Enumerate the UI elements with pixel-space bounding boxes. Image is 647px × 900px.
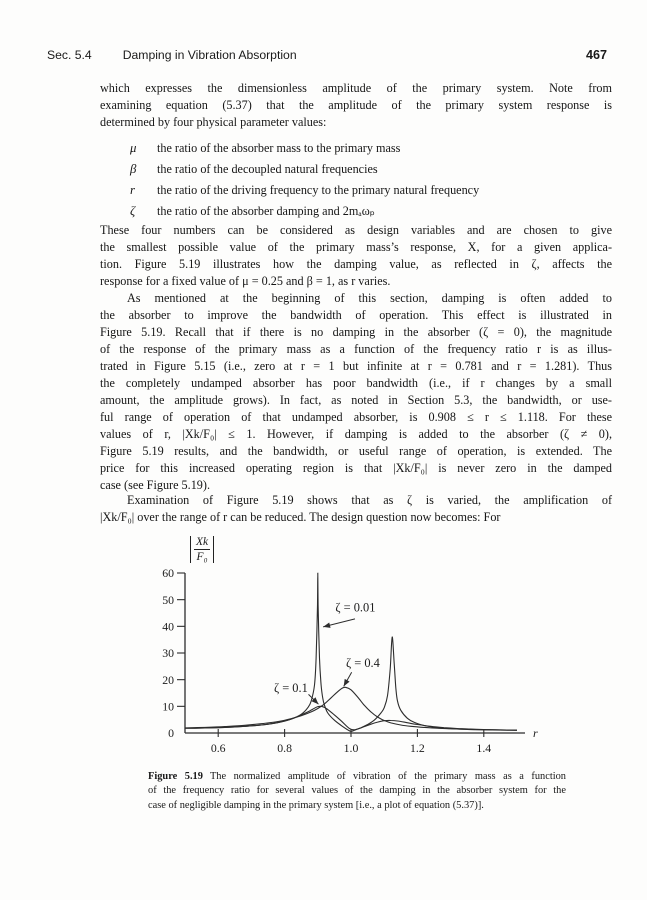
- text-line: Figure 5.19 results, and the bandwidth, …: [100, 444, 612, 458]
- x-axis-label: r: [533, 726, 538, 740]
- parameter-list: μ the ratio of the absorber mass to the p…: [130, 138, 612, 222]
- text-line: ful range of operation of that undamped …: [100, 410, 612, 424]
- param-text: the ratio of the driving frequency to th…: [157, 183, 480, 197]
- page-number: 467: [585, 48, 607, 62]
- list-item: μ the ratio of the absorber mass to the p…: [130, 138, 612, 159]
- caption-line: of the frequency ratio for several value…: [148, 785, 566, 797]
- figure-caption: Figure 5.19 The normalized amplitude of v…: [148, 770, 566, 813]
- text-line: tion. Figure 5.19 illustrates how the da…: [100, 257, 612, 271]
- list-item: ζ the ratio of the absorber damping and 2…: [130, 201, 612, 222]
- caption-label: Figure 5.19: [148, 771, 203, 782]
- y-tick-label: 40: [162, 620, 174, 634]
- annotation-arrowhead: [343, 678, 350, 687]
- param-text: the ratio of the absorber mass to the pr…: [157, 141, 401, 155]
- text-line: These four numbers can be considered as …: [100, 223, 612, 237]
- curve-zeta-0.01: [184, 572, 518, 732]
- param-symbol: β: [130, 162, 137, 176]
- text-line: values of r, |Xk/F₀| ≤ 1. However, if da…: [100, 427, 612, 441]
- paragraph-4: Examination of Figure 5.19 shows that as…: [100, 492, 612, 526]
- fraction: Xk F₀: [194, 536, 211, 563]
- caption-line: case of negligible damping in the primar…: [148, 799, 484, 811]
- text-line: which expresses the dimensionless amplit…: [100, 81, 612, 95]
- param-text: the ratio of the absorber damping and 2m…: [157, 204, 375, 218]
- section-number: Sec. 5.4: [47, 48, 92, 62]
- text-line: |Xk/F₀| over the range of r can be reduc…: [100, 510, 501, 524]
- annotation-arrowhead: [311, 697, 319, 705]
- text-line: the absorber to improve the bandwidth of…: [100, 308, 612, 322]
- text-line: determined by four physical parameter va…: [100, 115, 327, 129]
- x-tick-label: 1.0: [344, 741, 359, 755]
- list-item: β the ratio of the decoupled natural freq…: [130, 159, 612, 180]
- text-line: response for a fixed value of μ = 0.25 a…: [100, 274, 391, 288]
- text-line: case (see Figure 5.19).: [100, 478, 210, 492]
- running-header: Sec. 5.4 Damping in Vibration Absorption …: [47, 48, 607, 62]
- section-title: Damping in Vibration Absorption: [122, 48, 297, 62]
- text-line: the smallest possible value of the prima…: [100, 240, 612, 254]
- figure-5-19: 0 10 20 30 40 50 60 0.6 0.8 1.0 1.2 1.4 r ζ = 0.01 ζ =…: [140, 535, 580, 770]
- x-tick-label: 1.4: [476, 741, 491, 755]
- param-symbol: ζ: [130, 204, 136, 218]
- x-tick-label: 1.2: [410, 741, 425, 755]
- x-tick-label: 0.6: [211, 741, 226, 755]
- text-line: examining equation (5.37) that the ampli…: [100, 98, 612, 112]
- paragraph-3: As mentioned at the beginning of this se…: [100, 290, 612, 494]
- text-line: Figure 5.19. Recall that if there is no …: [100, 325, 612, 339]
- y-tick-label: 30: [162, 646, 174, 660]
- param-text: the ratio of the decoupled natural frequ…: [157, 162, 378, 176]
- annotation-arrowhead: [323, 622, 331, 628]
- curve-zeta-0.1: [184, 705, 518, 731]
- abs-bar: [213, 536, 215, 563]
- caption-line: Figure 5.19 The normalized amplitude of v…: [148, 770, 566, 784]
- curve-zeta-0.4: [184, 686, 518, 731]
- text-line: trated in Figure 5.15 (i.e., zero at r =…: [100, 359, 612, 373]
- text-line: price for this increased operating regio…: [100, 461, 612, 475]
- param-symbol: μ: [130, 141, 137, 155]
- param-symbol: r: [130, 183, 135, 197]
- curve-annotation: ζ = 0.01: [335, 601, 375, 615]
- abs-bar: [190, 536, 191, 563]
- y-tick-label: 20: [162, 673, 174, 687]
- y-axis-label: Xk F₀: [190, 536, 215, 563]
- paragraph-1: which expresses the dimensionless amplit…: [100, 80, 612, 131]
- text-line: the completely undamped absorber has poo…: [100, 376, 612, 390]
- text-line: of the response of the primary mass as a…: [100, 342, 612, 356]
- text-line: As mentioned at the beginning of this se…: [127, 291, 612, 305]
- fraction-numerator: Xk: [194, 536, 211, 550]
- y-tick-label: 60: [162, 566, 174, 580]
- fraction-denominator: F₀: [196, 551, 208, 563]
- y-tick-label: 50: [162, 593, 174, 607]
- curve-annotation: ζ = 0.1: [274, 681, 308, 695]
- list-item: r the ratio of the driving frequency to t…: [130, 180, 612, 201]
- x-tick-label: 0.8: [277, 741, 292, 755]
- caption-text: The normalized amplitude of vibration of…: [209, 771, 566, 782]
- curve-annotation: ζ = 0.4: [346, 656, 380, 670]
- paragraph-2: These four numbers can be considered as …: [100, 222, 612, 290]
- text-line: amount, the amplitude grows). In fact, a…: [100, 393, 612, 407]
- figure-plot: 0 10 20 30 40 50 60 0.6 0.8 1.0 1.2 1.4 r ζ = 0.01 ζ =…: [162, 566, 538, 755]
- y-tick-label: 10: [162, 700, 174, 714]
- text-line: Examination of Figure 5.19 shows that as…: [127, 493, 612, 507]
- y-tick-label: 0: [168, 726, 174, 740]
